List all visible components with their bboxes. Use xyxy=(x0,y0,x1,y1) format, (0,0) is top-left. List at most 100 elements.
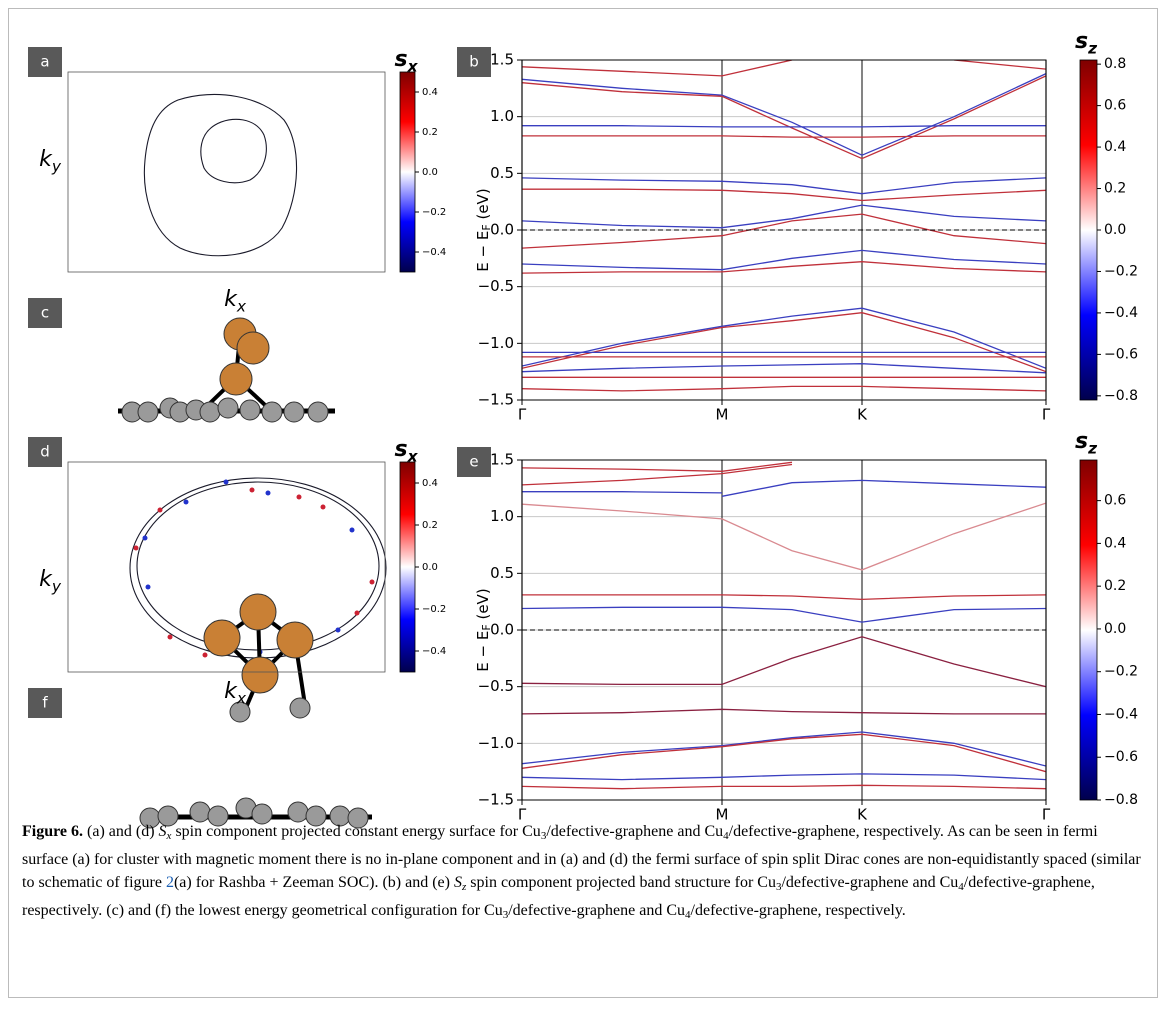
band-line xyxy=(522,503,1046,570)
panel-label: a xyxy=(40,53,49,71)
label-part: E − E xyxy=(474,631,492,672)
colorbar-tick-label: 0.0 xyxy=(1104,222,1126,238)
colorbar-tick-label: −0.2 xyxy=(422,207,446,218)
band-line xyxy=(522,364,1046,373)
colorbar-tick-label: 0.4 xyxy=(1104,139,1126,155)
spin-dots xyxy=(134,480,375,658)
label-part: (eV) xyxy=(474,188,492,224)
panel-label: c xyxy=(41,304,49,322)
caption-text: S xyxy=(159,823,167,840)
band-line xyxy=(522,492,722,493)
colorbar-tick-label: 0.4 xyxy=(422,478,438,489)
panel-label: d xyxy=(40,443,50,461)
colorbar-label: sx xyxy=(394,437,418,465)
panel-label: f xyxy=(42,694,48,712)
band-line xyxy=(522,607,1046,622)
spin-dot xyxy=(355,611,360,616)
colorbar-tick-label: 0.0 xyxy=(422,562,438,573)
x-axis-label: kx xyxy=(224,287,247,315)
colorbar-label: sz xyxy=(1075,29,1098,57)
panel-label: b xyxy=(469,53,479,71)
y-tick-label: 1.5 xyxy=(490,51,514,69)
caption-text: /defective-graphene and Cu xyxy=(508,902,685,919)
band-line xyxy=(522,126,1046,127)
bands xyxy=(522,60,1046,391)
colorbar xyxy=(400,462,415,672)
band-line xyxy=(522,785,1046,788)
colorbar-tick-label: −0.2 xyxy=(1104,664,1138,680)
spin-dot xyxy=(146,585,151,590)
y-tick-label: −1.5 xyxy=(478,791,514,809)
colorbar-tick-label: 0.4 xyxy=(1104,535,1126,551)
label-part: E − E xyxy=(474,231,492,272)
colorbar-tick-label: 0.8 xyxy=(1104,56,1126,72)
colorbar xyxy=(1080,60,1097,400)
label-sub: z xyxy=(1087,439,1098,457)
colorbar xyxy=(400,72,415,272)
spin-dot xyxy=(297,495,302,500)
colorbar-label: sx xyxy=(394,47,418,75)
colorbar-tick-label: −0.8 xyxy=(1104,388,1138,404)
colorbar-tick-label: 0.2 xyxy=(422,127,438,138)
x-tick-label: K xyxy=(857,406,868,424)
band-line xyxy=(522,189,1046,200)
band-line xyxy=(522,637,1046,687)
page: a b c d e f xyxy=(0,0,1167,1014)
fermi-contour xyxy=(144,94,296,255)
y-axis-label: E − EF (eV) xyxy=(474,588,494,671)
y-axis-label: ky xyxy=(39,567,62,595)
caption-text: /defective-graphene, respectively. xyxy=(691,902,906,919)
colorbar-tick-label: 0.4 xyxy=(422,87,438,98)
plot-frame xyxy=(68,72,385,272)
colorbar-tick-label: 0.2 xyxy=(1104,181,1126,197)
colorbar-tick-label: −0.4 xyxy=(1104,305,1138,321)
y-tick-label: −1.0 xyxy=(478,734,514,752)
caption: Figure 6. (a) and (d) Sx spin component … xyxy=(22,820,1147,927)
colorbar-tick-label: 0.6 xyxy=(1104,493,1126,509)
colorbar-tick-label: −0.2 xyxy=(422,604,446,615)
colorbar-tick-label: −0.4 xyxy=(422,646,446,657)
band-line xyxy=(522,205,1046,228)
colorbar-tick-label: −0.8 xyxy=(1104,792,1138,808)
band-line xyxy=(522,595,1046,600)
spin-dot xyxy=(134,546,139,551)
caption-text[interactable]: 2 xyxy=(166,874,174,891)
label-base: s xyxy=(1075,29,1088,54)
colorbar-tick-label: −0.4 xyxy=(422,247,446,258)
spin-dot xyxy=(168,635,173,640)
spin-dot xyxy=(224,480,229,485)
spin-dot xyxy=(336,628,341,633)
band-line xyxy=(522,709,1046,714)
x-tick-label: M xyxy=(716,406,729,424)
colorbar-tick-label: 0.2 xyxy=(422,520,438,531)
spin-dot xyxy=(143,536,148,541)
y-tick-label: −1.5 xyxy=(478,391,514,409)
y-tick-label: 1.0 xyxy=(490,107,514,125)
colorbar-tick-label: −0.2 xyxy=(1104,263,1138,279)
band-line xyxy=(522,386,1046,391)
label-base: s xyxy=(1075,429,1088,454)
caption-text: /defective-graphene and Cu xyxy=(781,874,958,891)
y-tick-label: 0.0 xyxy=(490,221,514,239)
colorbar-tick-label: 0.0 xyxy=(1104,621,1126,637)
band-line xyxy=(522,734,1046,771)
fermi-contours xyxy=(144,94,296,255)
band-line xyxy=(522,178,1046,194)
band-line xyxy=(522,74,1046,156)
y-tick-label: 0.5 xyxy=(490,564,514,582)
label-part: (eV) xyxy=(474,588,492,624)
colorbar-tick-label: 0.6 xyxy=(1104,98,1126,114)
label-sub: y xyxy=(51,157,62,175)
y-tick-label: 1.0 xyxy=(490,507,514,525)
spin-dot xyxy=(266,491,271,496)
x-tick-label: Γ xyxy=(1042,406,1051,424)
bands xyxy=(522,462,1046,788)
label-base: s xyxy=(394,47,407,72)
band-line xyxy=(522,308,1046,368)
colorbar-tick-label: −0.6 xyxy=(1104,749,1138,765)
y-tick-label: −1.0 xyxy=(478,334,514,352)
colorbar-tick-label: 0.2 xyxy=(1104,578,1126,594)
band-line xyxy=(522,136,1046,137)
colorbar-label: sz xyxy=(1075,429,1098,457)
caption-text: spin component projected band structure … xyxy=(466,874,776,891)
